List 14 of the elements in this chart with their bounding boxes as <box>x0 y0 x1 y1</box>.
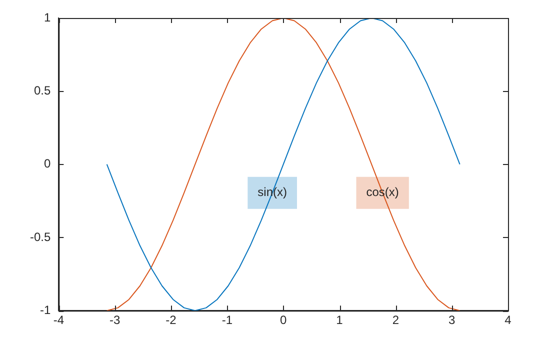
x-tick-label: 3 <box>448 313 456 328</box>
x-tick-label: -1 <box>222 313 233 328</box>
y-tick-label: 0 <box>44 156 51 171</box>
y-tick-label: -0.5 <box>30 230 51 244</box>
x-tick-label: -2 <box>166 313 177 328</box>
y-tick-label: 0.5 <box>34 83 51 98</box>
y-tick-label: -1 <box>40 302 51 317</box>
x-tick-label: 0 <box>280 313 287 328</box>
x-tick-label: 4 <box>504 313 512 328</box>
x-tick-label: 1 <box>336 313 344 328</box>
x-tick-label: -4 <box>53 313 64 328</box>
x-tick-label: 2 <box>392 313 400 328</box>
y-tick-label: 1 <box>44 10 51 24</box>
x-tick-label: -3 <box>110 313 121 328</box>
